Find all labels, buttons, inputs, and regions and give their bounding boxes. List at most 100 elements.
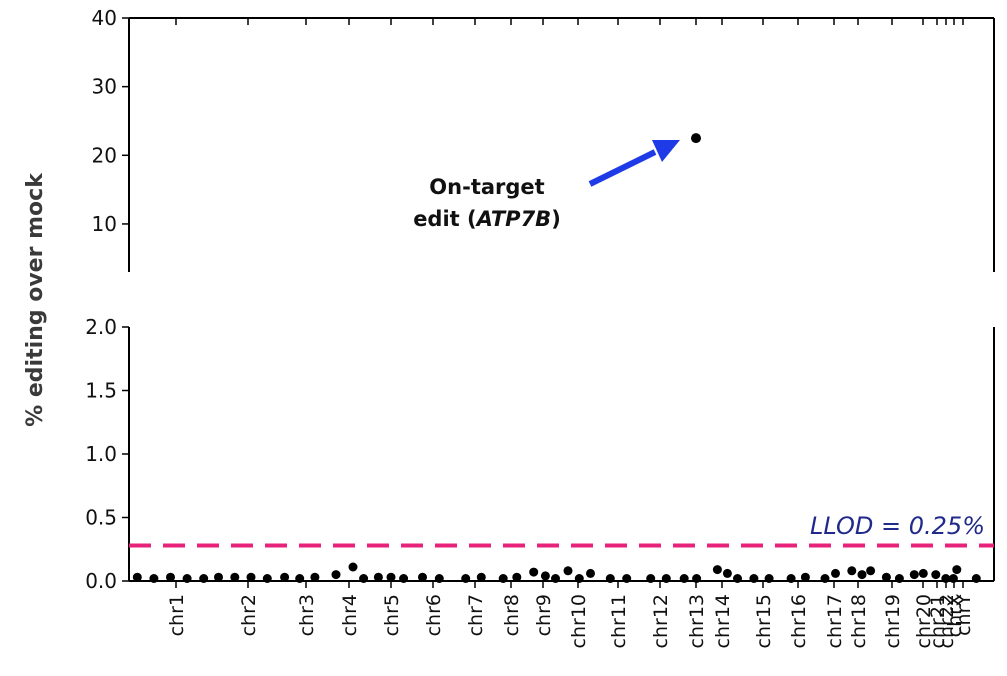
on-target-annotation: On-target edit (ATP7B) <box>413 140 680 231</box>
data-point-chr3 <box>280 572 290 582</box>
data-point-chr1 <box>149 574 159 583</box>
upper-ytick-label: 30 <box>92 75 117 99</box>
xtick-label-chr20: chr20 <box>913 594 935 648</box>
annotation-prefix: edit ( <box>413 207 476 231</box>
data-point-chr5 <box>399 574 409 583</box>
data-point-chr8 <box>498 574 508 583</box>
xtick-label-chr10: chr10 <box>568 594 590 648</box>
x-axis: chr1 chr2 chr3 chr4 chr5 chr6 chr7 chr8 chr9 chr1… <box>166 581 975 648</box>
upper-ytick-label: 10 <box>92 212 117 236</box>
data-point-chr1 <box>132 572 142 582</box>
data-point-chr10 <box>563 566 573 576</box>
data-point-chr18 <box>847 566 857 576</box>
data-point-chr4 <box>348 562 358 572</box>
annotation-line2: edit (ATP7B) <box>413 207 561 231</box>
xtick-label-chr16: chr16 <box>788 594 810 648</box>
data-point-chr4 <box>359 574 369 583</box>
data-point-chr2 <box>246 572 256 582</box>
data-point-chr4 <box>331 570 341 580</box>
on-target-point <box>691 133 701 144</box>
lower-ytick-label: 1.5 <box>85 379 117 403</box>
xtick-label-chr15: chr15 <box>753 594 775 648</box>
xtick-label-chr13: chr13 <box>686 594 708 648</box>
xtick-label-chr18: chr18 <box>848 594 870 648</box>
lower-ytick-label: 0.0 <box>85 569 117 593</box>
xtick-label-chr22: chr22 <box>936 594 958 648</box>
llod-label: LLOD = 0.25% <box>810 512 985 540</box>
data-point-chr1 <box>182 574 192 583</box>
xtick-label-chr4: chr4 <box>339 594 361 636</box>
upper-panel: 10 20 30 40 <box>92 6 995 272</box>
data-point-chr2 <box>214 572 223 582</box>
data-point-chr14 <box>733 574 742 583</box>
data-point-chr9 <box>551 574 560 583</box>
data-point-chr14 <box>722 568 732 578</box>
xtick-label-chr5: chr5 <box>381 594 403 636</box>
data-point-chr2 <box>262 574 272 583</box>
lower-ytick-label: 0.5 <box>85 506 117 530</box>
data-point-chr11 <box>622 574 632 583</box>
data-point-chr8 <box>512 572 522 582</box>
data-point-chr9 <box>529 567 539 577</box>
annotation-line1: On-target <box>429 175 544 199</box>
annotation-suffix: ) <box>551 207 561 231</box>
xtick-label-chr2: chr2 <box>238 594 260 636</box>
upper-ytick-label: 20 <box>92 143 117 167</box>
data-point-chr16 <box>786 574 796 583</box>
data-point-chr7 <box>476 572 486 582</box>
data-point-chr5 <box>386 572 396 582</box>
data-point-chr17 <box>831 568 840 578</box>
data-point-chr14 <box>712 565 722 575</box>
annotation-gene: ATP7B <box>475 207 552 231</box>
xtick-label-chr12: chr12 <box>650 594 672 648</box>
data-point-chr1 <box>199 574 209 583</box>
xtick-label-chrX: chrX <box>944 594 966 637</box>
data-point-chr20 <box>909 570 919 580</box>
data-point-chr15 <box>764 574 774 583</box>
lower-ytick-label: 1.0 <box>85 442 117 466</box>
data-point-chr1 <box>166 572 175 582</box>
xtick-label-chr14: chr14 <box>712 594 734 648</box>
data-point-chr10 <box>586 568 595 578</box>
data-point-chrX <box>952 565 962 575</box>
data-point-chr12 <box>661 574 671 583</box>
data-point-chr22 <box>941 574 951 583</box>
data-point-chr6 <box>418 572 427 582</box>
xtick-label-chr19: chr19 <box>882 594 904 648</box>
y-axis-label: % editing over mock <box>23 172 48 427</box>
data-point-chr13 <box>679 574 689 583</box>
data-point-chr19 <box>881 572 891 582</box>
data-point-chr3 <box>310 572 320 582</box>
data-point-chr20 <box>918 568 928 578</box>
lower-panel: 0.0 0.5 1.0 1.5 2.0 <box>85 315 995 593</box>
data-point-chr13 <box>692 574 702 583</box>
data-point-chr19 <box>894 574 904 583</box>
data-point-chrY <box>971 574 981 583</box>
data-point-chr18 <box>866 566 876 576</box>
data-point-chr15 <box>749 574 759 583</box>
xtick-label-chrY: chrY <box>953 594 975 636</box>
data-point-chr16 <box>800 572 810 582</box>
data-point-chr21 <box>931 570 941 580</box>
data-point-chr9 <box>540 571 550 581</box>
data-point-chr12 <box>646 574 656 583</box>
xtick-label-chr8: chr8 <box>501 594 523 636</box>
annotation-arrow <box>588 149 657 187</box>
annotation-arrowhead <box>652 140 680 162</box>
data-point-chr11 <box>605 574 615 583</box>
data-point-chr6 <box>434 574 444 583</box>
data-point-chr3 <box>295 574 305 583</box>
xtick-label-chr1: chr1 <box>166 594 188 636</box>
xtick-label-chr6: chr6 <box>423 594 445 636</box>
xtick-label-chr7: chr7 <box>465 594 487 636</box>
xtick-label-chr17: chr17 <box>824 594 846 648</box>
data-point-chr2 <box>230 572 240 582</box>
data-point-chrX <box>948 574 958 583</box>
xtick-label-chr3: chr3 <box>296 594 318 636</box>
data-point-chr18 <box>857 570 867 580</box>
data-point-chr10 <box>574 574 584 583</box>
lower-ytick-label: 2.0 <box>85 315 117 339</box>
data-point-chr7 <box>461 574 471 583</box>
xtick-label-chr9: chr9 <box>533 594 555 636</box>
